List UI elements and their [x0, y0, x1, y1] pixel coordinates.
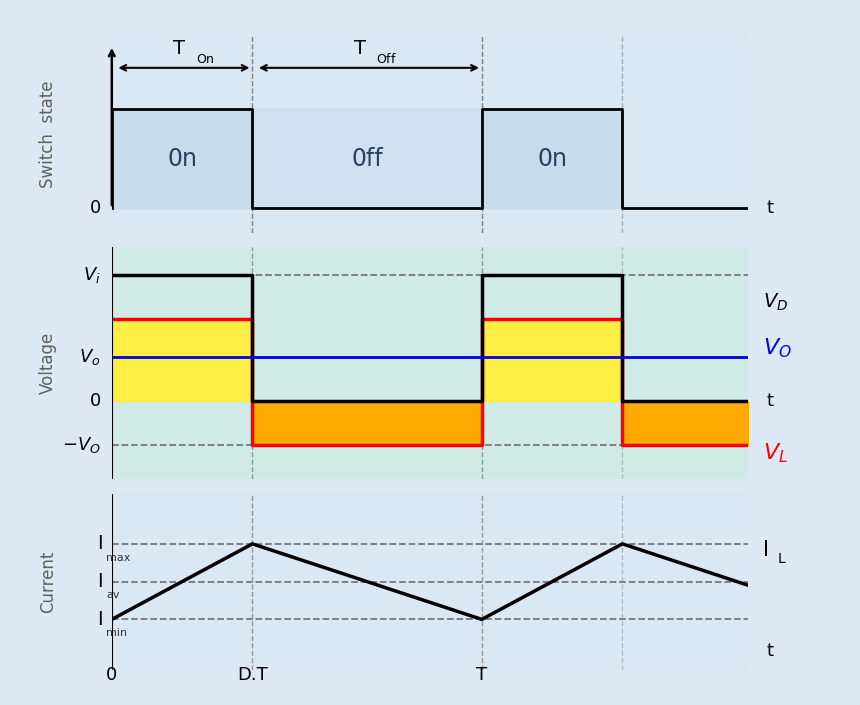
Text: Voltage: Voltage [40, 332, 57, 394]
Text: I: I [97, 572, 102, 591]
Text: D.T: D.T [237, 666, 267, 684]
Text: T: T [476, 666, 488, 684]
Text: min: min [107, 628, 127, 638]
Text: 0: 0 [106, 666, 118, 684]
Text: $-V_O$: $-V_O$ [62, 435, 101, 455]
Text: $V_L$: $V_L$ [763, 441, 788, 465]
Text: Switch  state: Switch state [40, 80, 57, 188]
Text: t: t [767, 642, 774, 660]
Text: $V_D$: $V_D$ [763, 292, 788, 313]
Text: $\mathsf{T}$: $\mathsf{T}$ [353, 39, 366, 58]
Text: $\mathsf{On}$: $\mathsf{On}$ [196, 53, 215, 66]
Text: $\mathsf{T}$: $\mathsf{T}$ [172, 39, 187, 58]
Text: 0ff: 0ff [351, 147, 383, 171]
Text: 0n: 0n [167, 147, 197, 171]
Text: I: I [97, 610, 102, 629]
Text: I: I [97, 534, 102, 553]
Text: 0n: 0n [538, 147, 567, 171]
Text: Current: Current [40, 551, 57, 613]
Text: 0: 0 [89, 392, 101, 410]
Text: I: I [763, 540, 769, 560]
Text: $\mathsf{Off}$: $\mathsf{Off}$ [377, 52, 397, 66]
Text: $V_i$: $V_i$ [83, 264, 101, 285]
Text: av: av [107, 591, 120, 601]
Text: max: max [107, 553, 131, 563]
Text: t: t [767, 199, 774, 217]
Text: 0: 0 [89, 199, 101, 217]
Text: L: L [777, 552, 785, 566]
Text: $V_O$: $V_O$ [763, 336, 792, 360]
Text: $V_o$: $V_o$ [79, 347, 101, 367]
Text: t: t [767, 392, 774, 410]
